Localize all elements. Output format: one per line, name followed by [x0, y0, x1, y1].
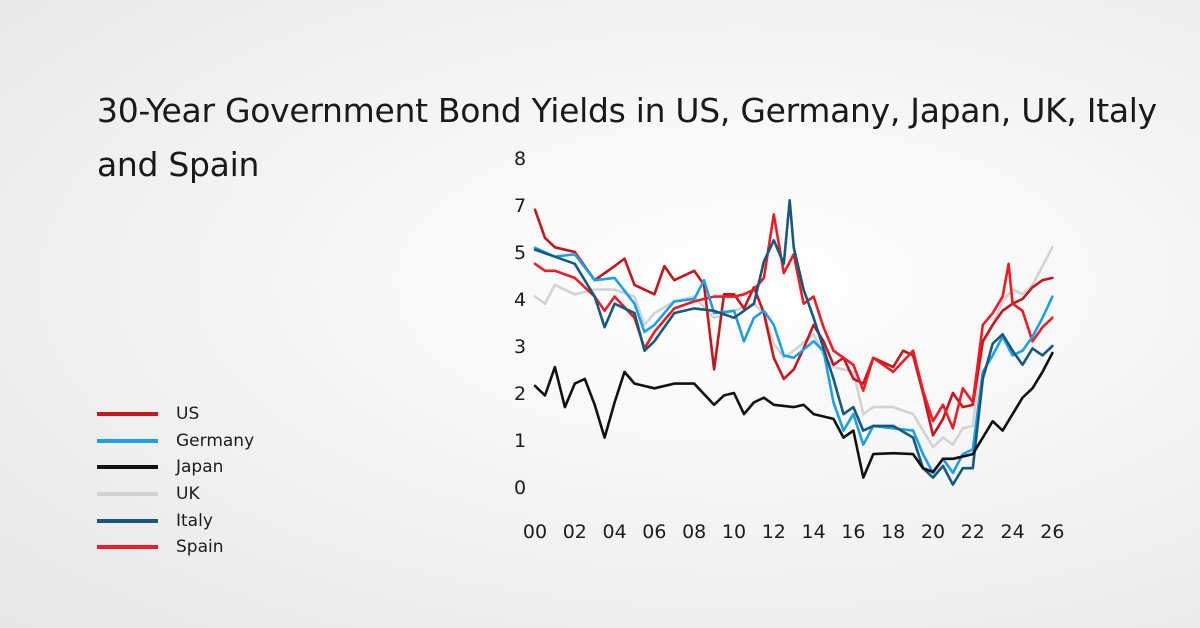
x-tick-label: 10: [722, 521, 746, 543]
legend-label: UK: [176, 484, 200, 505]
legend-item-japan: Japan: [97, 454, 254, 481]
legend-swatch: [97, 465, 158, 470]
x-tick-label: 20: [921, 521, 945, 543]
legend-label: Germany: [176, 430, 255, 451]
y-tick-label: 0: [514, 477, 526, 499]
legend-swatch: [97, 492, 158, 497]
legend-swatch: [97, 545, 158, 550]
legend-item-italy: Italy: [97, 507, 254, 534]
legend-label: Italy: [176, 510, 213, 531]
legend-swatch: [97, 518, 158, 523]
x-tick-label: 14: [802, 521, 826, 543]
y-tick-label: 8: [514, 148, 526, 170]
x-tick-label: 26: [1040, 521, 1064, 543]
y-tick-label: 2: [514, 383, 526, 405]
y-tick-label: 5: [514, 242, 526, 264]
y-tick-label: 7: [514, 195, 526, 217]
x-tick-label: 00: [523, 521, 547, 543]
legend-swatch: [97, 438, 158, 443]
legend-item-us: US: [97, 401, 254, 428]
legend-label: Japan: [176, 457, 224, 478]
series-line-italy: [533, 199, 1054, 486]
legend-label: US: [176, 404, 200, 425]
legend-item-uk: UK: [97, 481, 254, 508]
chart-title: 30-Year Government Bond Yields in US, Ge…: [97, 91, 1157, 184]
legend: US Germany Japan UK Italy Spain: [97, 401, 254, 561]
x-tick-label: 08: [682, 521, 706, 543]
legend-swatch: [97, 412, 158, 417]
legend-label: Spain: [176, 537, 224, 558]
series-line-japan: [533, 351, 1054, 479]
x-tick-label: 04: [603, 521, 627, 543]
x-tick-label: 16: [841, 521, 865, 543]
legend-item-germany: Germany: [97, 428, 254, 455]
x-tick-label: 22: [961, 521, 985, 543]
legend-item-spain: Spain: [97, 534, 254, 561]
x-tick-label: 24: [1001, 521, 1025, 543]
y-tick-label: 4: [514, 289, 526, 311]
x-tick-label: 12: [762, 521, 786, 543]
x-tick-label: 02: [563, 521, 587, 543]
x-tick-label: 18: [881, 521, 905, 543]
x-tick-label: 06: [642, 521, 666, 543]
y-tick-label: 3: [514, 336, 526, 358]
y-tick-label: 1: [514, 430, 526, 452]
